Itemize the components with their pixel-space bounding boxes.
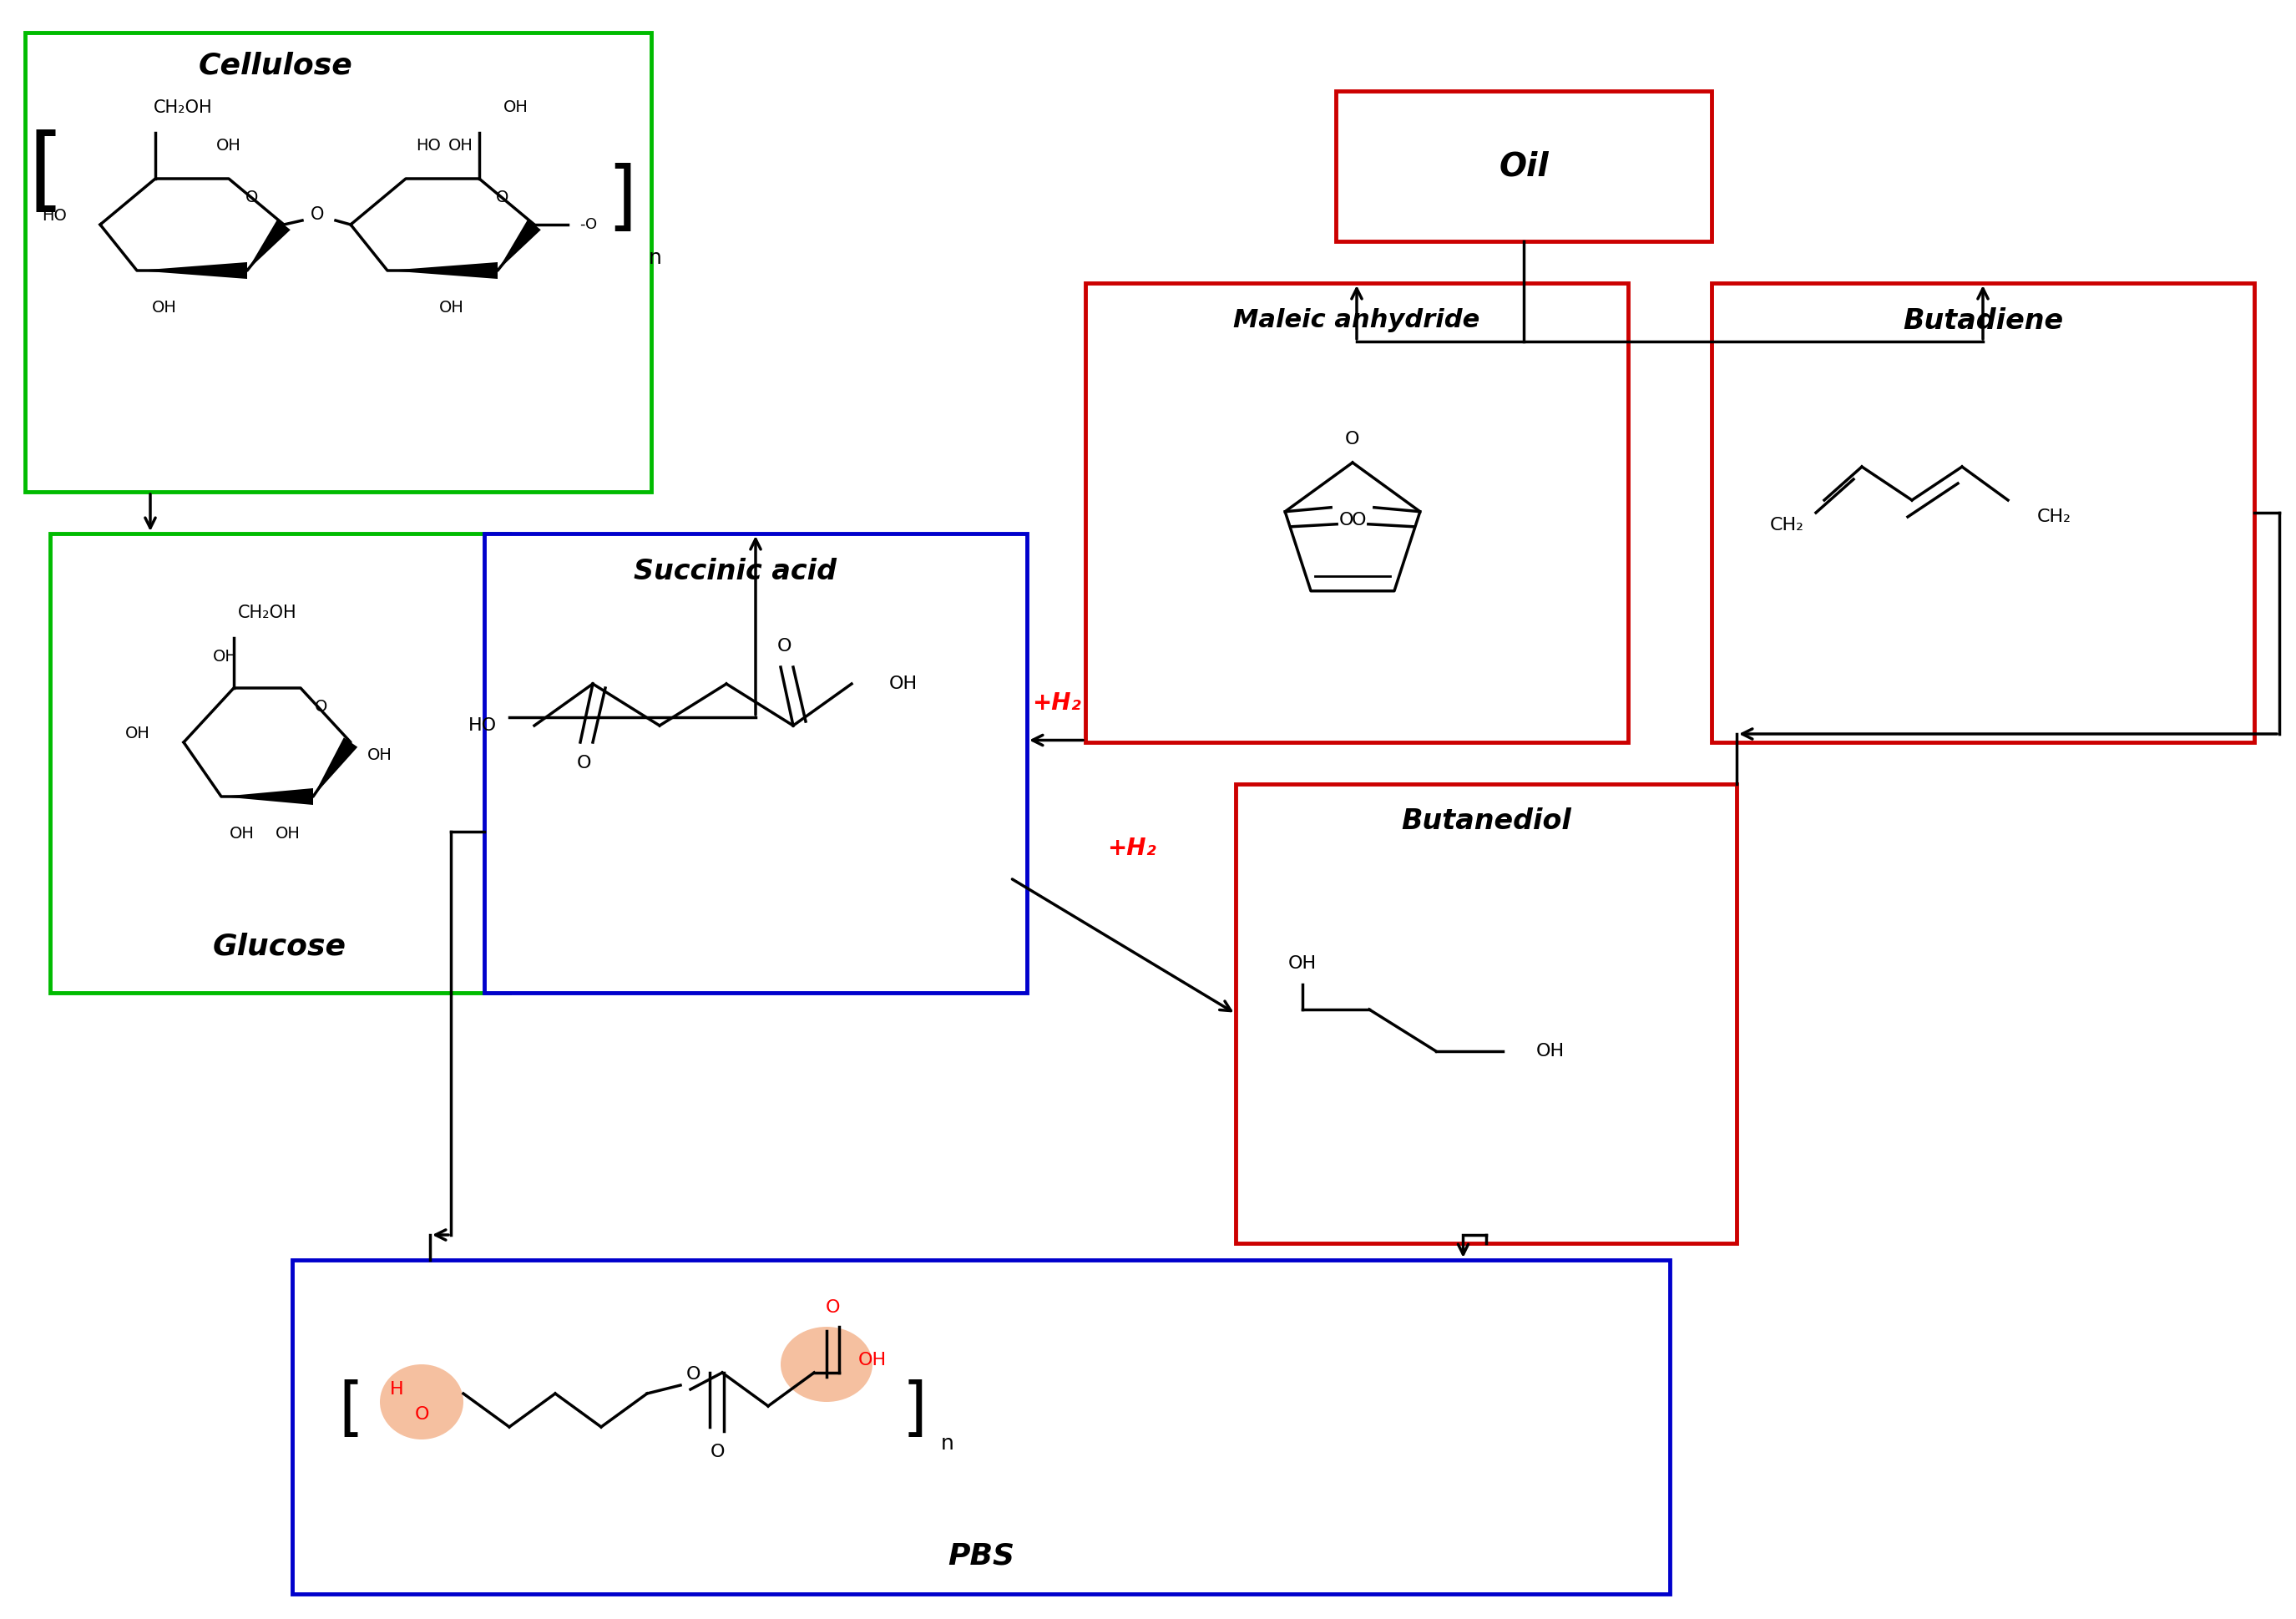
Text: PBS: PBS [948,1543,1015,1570]
Bar [1711,283,2255,742]
Text: O: O [315,699,328,716]
Text: CH₂: CH₂ [2037,508,2071,525]
Polygon shape [220,788,312,805]
Bar [51,534,510,992]
Text: OH: OH [503,100,528,115]
Polygon shape [138,262,248,278]
Bar [484,534,1026,992]
Polygon shape [388,262,498,278]
Text: O: O [1345,431,1359,447]
Text: +H₂: +H₂ [1031,691,1081,714]
Ellipse shape [781,1326,872,1402]
Text: Glucose: Glucose [214,933,347,962]
Text: O: O [576,754,592,772]
Text: OH: OH [1536,1043,1566,1059]
Text: CH₂OH: CH₂OH [239,604,296,622]
Polygon shape [248,220,289,270]
Text: O: O [709,1444,726,1460]
Text: OH: OH [859,1352,886,1368]
Bar [292,1260,1669,1595]
Text: OH: OH [276,826,301,842]
Text: OH: OH [126,725,149,742]
Text: n: n [941,1434,955,1454]
Text: OH: OH [367,746,393,763]
Bar [25,32,652,492]
Text: OH: OH [152,300,177,316]
Text: HO: HO [41,209,67,223]
Bar [1086,283,1628,742]
Bar [1336,91,1711,241]
Text: ]: ] [608,164,636,236]
Text: OH: OH [1288,955,1316,971]
Text: -O: -O [581,217,597,232]
Text: Butadiene: Butadiene [1903,308,2064,335]
Text: OH: OH [230,826,255,842]
Text: O: O [496,189,510,206]
Text: O: O [1352,512,1366,528]
Text: O: O [778,638,792,654]
Text: O: O [1339,512,1355,528]
Text: O: O [687,1366,700,1383]
Text: OH: OH [439,300,464,316]
Text: [: [ [338,1379,363,1441]
Text: Succinic acid: Succinic acid [634,557,836,584]
Polygon shape [498,220,542,270]
Text: CH₂: CH₂ [1770,516,1805,534]
Text: OH: OH [448,138,473,154]
Polygon shape [312,738,358,797]
Text: H: H [390,1381,404,1397]
Text: Maleic anhydride: Maleic anhydride [1233,309,1481,334]
Text: HO: HO [416,138,441,154]
Text: OH: OH [889,675,918,693]
Text: Butanediol: Butanediol [1401,808,1570,835]
Text: Cellulose: Cellulose [197,52,354,81]
Text: O: O [413,1405,429,1423]
Text: Oil: Oil [1499,151,1548,181]
Text: [: [ [28,130,64,219]
Text: HO: HO [468,717,496,733]
Text: +H₂: +H₂ [1107,837,1155,860]
Text: OH: OH [214,648,239,664]
Ellipse shape [379,1365,464,1439]
Text: OH: OH [216,138,241,154]
Text: n: n [650,248,661,269]
Text: O: O [246,189,257,206]
Text: O: O [824,1298,840,1316]
Bar [1235,784,1736,1243]
Text: CH₂OH: CH₂OH [154,99,211,117]
Text: ]: ] [902,1379,928,1441]
Text: O: O [310,206,324,223]
